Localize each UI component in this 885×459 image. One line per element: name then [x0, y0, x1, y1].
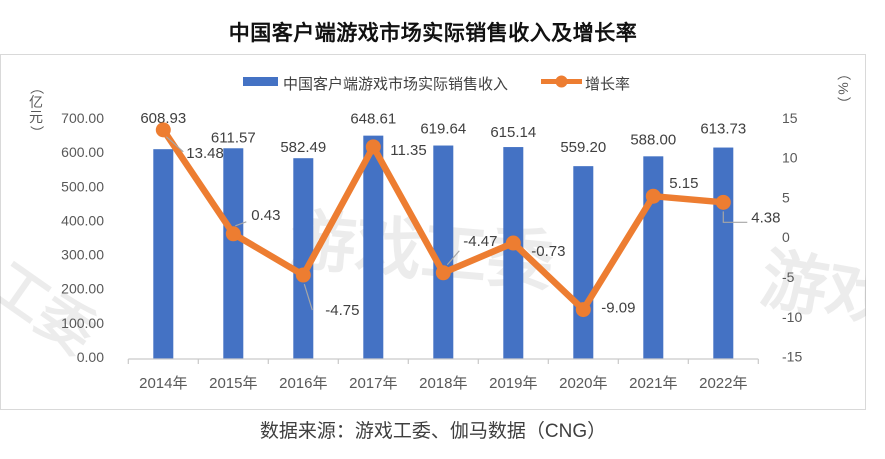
revenue-bar-2015年 — [223, 148, 244, 359]
growth-point-2014年 — [155, 122, 171, 138]
growth-value-label: 13.48 — [186, 145, 224, 162]
revenue-bar-2017年 — [363, 135, 384, 359]
growth-value-label: -4.47 — [463, 233, 497, 250]
growth-value-label: -0.73 — [531, 243, 565, 260]
growth-value-label: 4.38 — [751, 209, 780, 226]
right-axis-tick-label: -15 — [782, 349, 802, 365]
growth-value-label: -4.75 — [325, 302, 359, 319]
chart-title: 中国客户端游戏市场实际销售收入及增长率 — [228, 22, 638, 45]
revenue-value-label: 611.57 — [211, 129, 256, 146]
x-axis-category-label: 2022年 — [699, 375, 747, 392]
right-axis-tick-label: 5 — [782, 189, 790, 205]
right-axis-tick-label: 15 — [782, 110, 798, 126]
x-axis-category-label: 2015年 — [209, 375, 257, 392]
left-axis-tick-label: 600.00 — [61, 144, 104, 160]
x-axis-category-label: 2017年 — [349, 375, 397, 392]
growth-point-2021年 — [645, 188, 661, 204]
left-axis-unit-label: （亿元） — [28, 80, 45, 140]
right-axis-tick-label: 10 — [782, 150, 798, 166]
left-axis-tick-label: 200.00 — [61, 281, 104, 297]
watermark-text: 游戏 — [756, 241, 866, 337]
left-axis-tick-label: 100.00 — [61, 315, 104, 331]
revenue-bar-2020年 — [573, 166, 594, 359]
growth-point-2018年 — [435, 265, 451, 281]
x-axis-category-label: 2016年 — [279, 375, 327, 392]
revenue-value-label: 588.00 — [630, 131, 676, 148]
legend-revenue-label: 中国客户端游戏市场实际销售收入 — [283, 76, 508, 93]
revenue-value-label: 608.93 — [140, 110, 186, 127]
label-leader-line — [235, 221, 247, 227]
revenue-bar-2021年 — [643, 156, 664, 359]
growth-point-2015年 — [225, 226, 241, 242]
x-axis-category-label: 2018年 — [419, 375, 467, 392]
revenue-value-label: 619.64 — [420, 121, 466, 138]
right-axis-unit-label: （%） — [835, 66, 852, 111]
growth-value-label: 11.35 — [390, 142, 426, 159]
right-axis-tick-label: -5 — [782, 269, 795, 285]
growth-point-2022年 — [715, 194, 731, 210]
data-source-note: 数据来源：游戏工委、伽马数据（CNG） — [259, 421, 607, 442]
growth-value-label: 0.43 — [251, 207, 280, 224]
label-leader-line — [303, 283, 313, 311]
revenue-bar-2018年 — [433, 145, 454, 359]
growth-point-2017年 — [365, 139, 381, 155]
revenue-bar-2022年 — [713, 147, 734, 359]
left-axis-tick-label: 300.00 — [61, 247, 104, 263]
label-leader-line — [164, 135, 184, 153]
revenue-value-label: 615.14 — [490, 124, 536, 141]
right-axis-tick-label: -10 — [782, 309, 802, 325]
legend-revenue-swatch — [243, 77, 278, 86]
x-axis-category-label: 2019年 — [489, 375, 537, 392]
growth-value-label: -9.09 — [601, 300, 635, 317]
growth-value-label: 5.15 — [669, 175, 698, 192]
right-axis-tick-label: 0 — [782, 229, 790, 245]
label-leader-line — [446, 250, 460, 266]
revenue-value-label: 582.49 — [280, 139, 326, 156]
legend-growth-label: 增长率 — [585, 76, 630, 93]
revenue-bar-2014年 — [153, 149, 174, 359]
revenue-value-label: 559.20 — [560, 139, 606, 156]
revenue-value-label: 648.61 — [350, 111, 396, 128]
growth-point-2016年 — [295, 267, 311, 283]
x-axis-category-label: 2014年 — [139, 375, 187, 392]
revenue-value-label: 613.73 — [700, 121, 746, 138]
left-axis-tick-label: 400.00 — [61, 212, 104, 228]
legend-growth-marker — [555, 75, 568, 88]
left-axis-tick-label: 500.00 — [61, 178, 104, 194]
label-leader-line — [722, 211, 748, 223]
growth-point-2020年 — [575, 302, 591, 318]
x-axis-category-label: 2021年 — [629, 375, 677, 392]
x-axis-category-label: 2020年 — [559, 375, 607, 392]
chart-frame-border — [0, 54, 866, 410]
growth-point-2019年 — [505, 235, 521, 251]
revenue-bar-2019年 — [503, 147, 524, 359]
revenue-bar-2016年 — [293, 158, 314, 359]
left-axis-tick-label: 700.00 — [61, 110, 104, 126]
left-axis-tick-label: 0.00 — [77, 349, 104, 365]
